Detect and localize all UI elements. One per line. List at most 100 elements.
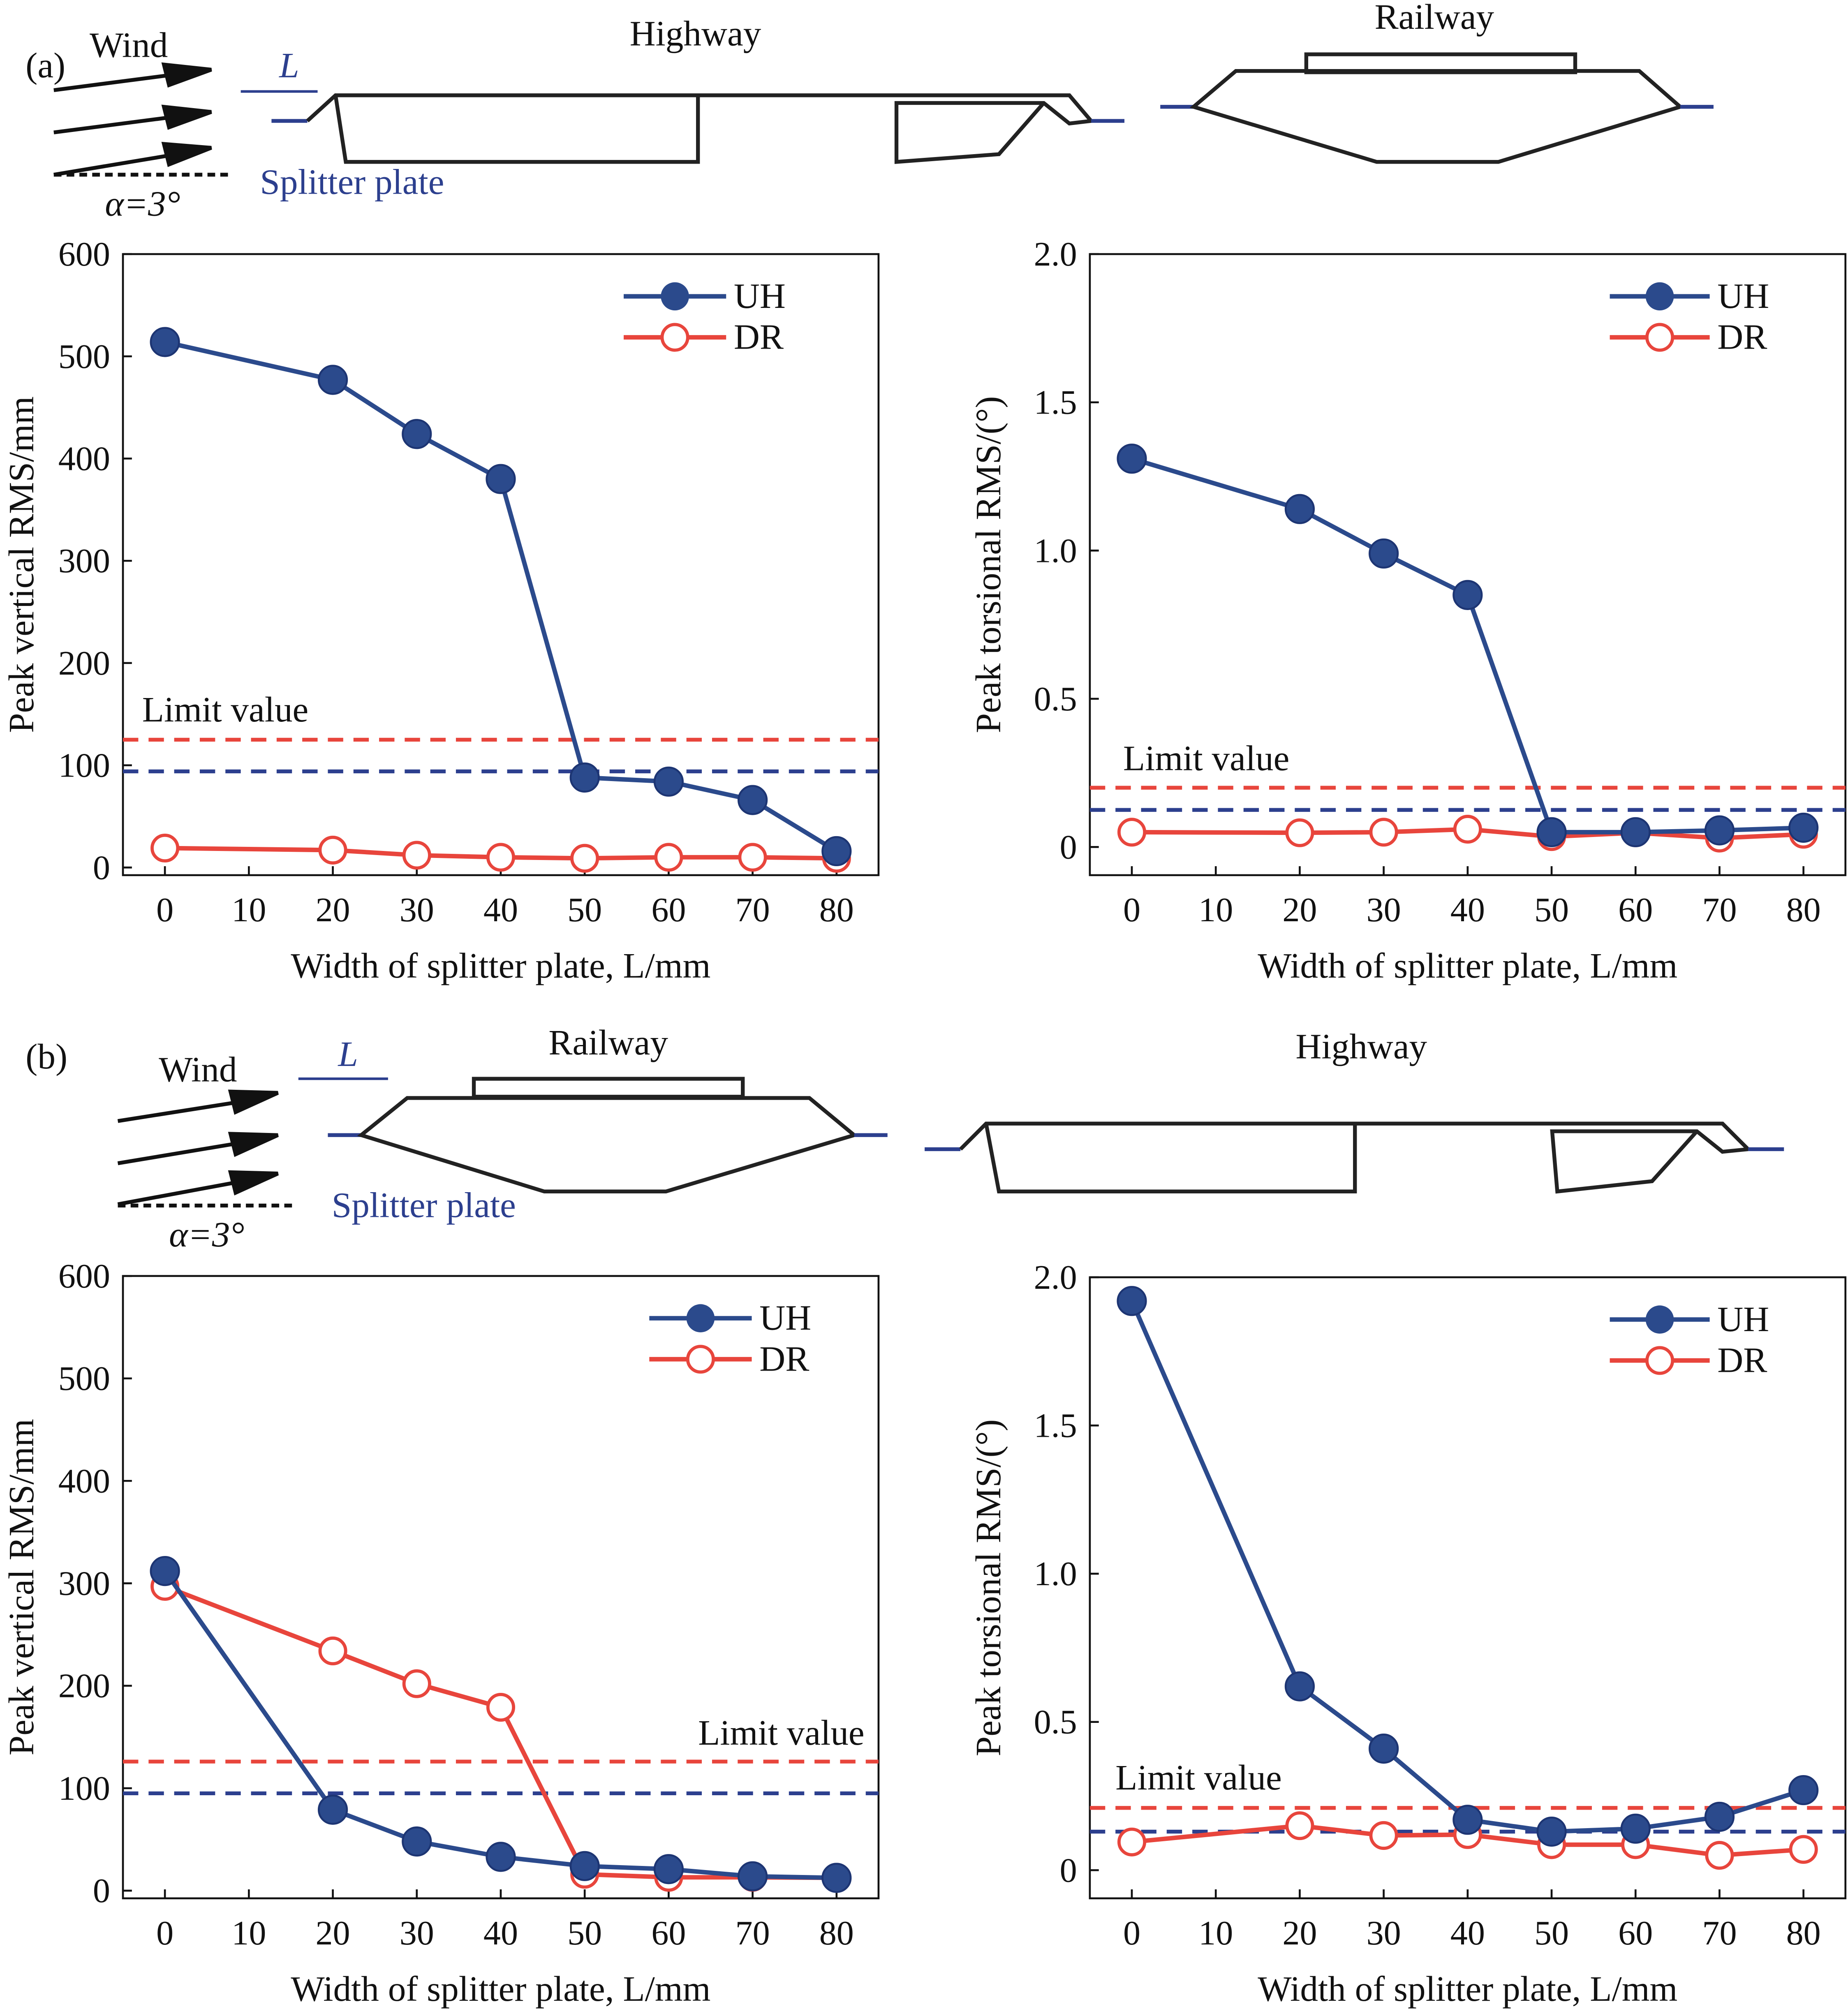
y-tick-label: 1.0 xyxy=(1034,532,1077,570)
x-tick-label: 0 xyxy=(156,1914,173,1952)
legend-label-UH: UH xyxy=(759,1298,811,1338)
data-point-UH xyxy=(150,327,180,357)
y-tick-label: 0 xyxy=(93,1872,110,1910)
data-point-UH xyxy=(1704,1801,1735,1832)
chart-b-torsional: 0 10 20 30 40 50 60 70 80 0 0.5 1.0 1.5 2.0 Width of s… xyxy=(968,1258,1847,2009)
y-axis-label: Peak torsional RMS/(°) xyxy=(968,396,1008,733)
x-tick-label: 40 xyxy=(1450,891,1485,929)
x-tick-label: 70 xyxy=(1702,1914,1737,1952)
y-tick-label: 0 xyxy=(1060,1851,1077,1889)
x-tick-label: 40 xyxy=(483,891,518,929)
limit-value-annotation: Limit value xyxy=(1123,738,1290,778)
railway-deck-section xyxy=(1160,52,1714,164)
x-axis-label: Width of splitter plate, L/mm xyxy=(291,946,710,985)
y-tick-label: 2.0 xyxy=(1034,1258,1077,1297)
data-point-DR xyxy=(1453,815,1482,844)
data-point-DR xyxy=(486,843,516,872)
highway-deck-section xyxy=(271,93,1125,164)
data-point-DR xyxy=(150,833,180,863)
data-point-UH xyxy=(1788,812,1819,843)
data-point-UH xyxy=(317,365,348,395)
x-tick-label: 0 xyxy=(156,891,173,929)
data-point-UH xyxy=(402,1826,432,1857)
splitter-plate-label: Splitter plate xyxy=(332,1185,516,1225)
data-point-DR xyxy=(1117,818,1147,847)
y-tick-label: 1.0 xyxy=(1034,1555,1077,1593)
highway-deck-section xyxy=(925,1121,1784,1194)
data-point-UH xyxy=(1284,494,1315,524)
data-point-UH xyxy=(317,1794,348,1825)
data-point-UH xyxy=(1620,1813,1651,1844)
data-point-DR xyxy=(486,1692,516,1722)
wind-arrows-icon xyxy=(117,1089,297,1208)
y-tick-label: 0.5 xyxy=(1034,1703,1077,1741)
legend-marker-UH xyxy=(686,1304,715,1332)
data-point-DR xyxy=(402,841,431,870)
data-point-DR xyxy=(1369,1821,1398,1850)
data-point-UH xyxy=(738,785,768,815)
x-tick-label: 30 xyxy=(1367,891,1401,929)
x-tick-label: 80 xyxy=(1786,891,1821,929)
legend-label-UH: UH xyxy=(1717,1299,1769,1339)
data-point-UH xyxy=(1117,444,1147,474)
data-point-UH xyxy=(1284,1671,1315,1702)
y-tick-label: 500 xyxy=(58,338,110,376)
legend-marker-DR xyxy=(1645,1346,1675,1375)
limit-value-annotation: Limit value xyxy=(1115,1757,1282,1797)
data-point-UH xyxy=(1369,538,1399,569)
wind-label: Wind xyxy=(159,1049,237,1089)
splitter-plate-label: Splitter plate xyxy=(260,162,444,202)
x-tick-label: 30 xyxy=(400,1914,434,1952)
data-point-UH xyxy=(1452,580,1483,610)
highway-label: Highway xyxy=(630,13,761,53)
panel-label-a: (a) xyxy=(25,45,65,85)
x-tick-label: 40 xyxy=(1450,1914,1485,1952)
data-point-DR xyxy=(1369,818,1398,847)
x-tick-label: 30 xyxy=(400,891,434,929)
x-tick-label: 70 xyxy=(1702,891,1737,929)
data-point-DR xyxy=(654,843,683,872)
data-point-UH xyxy=(1788,1775,1819,1806)
panel-label-b: (b) xyxy=(25,1036,67,1076)
y-tick-label: 500 xyxy=(58,1359,110,1398)
wind-arrows-icon xyxy=(53,62,233,177)
y-tick-label: 300 xyxy=(58,1565,110,1603)
chart-a-torsional: 0 10 20 30 40 50 60 70 80 0 0.5 1.0 1.5 2.0 Width of s… xyxy=(968,235,1847,985)
data-point-UH xyxy=(821,1863,852,1893)
data-point-UH xyxy=(1369,1734,1399,1764)
data-point-UH xyxy=(486,464,516,494)
railway-label: Railway xyxy=(548,1022,668,1062)
y-tick-label: 0 xyxy=(93,848,110,887)
x-tick-label: 50 xyxy=(567,891,602,929)
legend-marker-DR xyxy=(1645,323,1675,352)
data-point-UH xyxy=(569,762,600,793)
limit-value-annotation: Limit value xyxy=(142,689,309,729)
x-tick-label: 50 xyxy=(1534,1914,1569,1952)
x-axis-label: Width of splitter plate, L/mm xyxy=(291,1969,710,2009)
y-tick-label: 100 xyxy=(58,1769,110,1808)
y-axis-label: Peak torsional RMS/(°) xyxy=(968,1419,1008,1756)
x-axis-label: Width of splitter plate, L/mm xyxy=(1258,1969,1677,2009)
x-axis-label: Width of splitter plate, L/mm xyxy=(1258,946,1677,985)
y-tick-label: 400 xyxy=(58,440,110,478)
data-point-UH xyxy=(150,1556,180,1586)
y-tick-label: 1.5 xyxy=(1034,1407,1077,1445)
x-tick-label: 60 xyxy=(651,1914,686,1952)
series-line-UH xyxy=(1130,1300,1804,1834)
legend-marker-DR xyxy=(686,1345,715,1374)
data-point-DR xyxy=(570,844,599,873)
railway-deck-section xyxy=(328,1077,888,1193)
y-axis-label: Peak vertical RMS/mm xyxy=(1,1419,41,1755)
x-tick-label: 60 xyxy=(1618,891,1653,929)
data-point-UH xyxy=(486,1842,516,1872)
wind-label: Wind xyxy=(90,25,168,65)
y-tick-label: 600 xyxy=(58,1257,110,1295)
x-tick-label: 80 xyxy=(1786,1914,1821,1952)
data-point-DR xyxy=(1285,818,1314,847)
legend-label-DR: DR xyxy=(734,317,784,357)
x-tick-label: 20 xyxy=(316,1914,350,1952)
